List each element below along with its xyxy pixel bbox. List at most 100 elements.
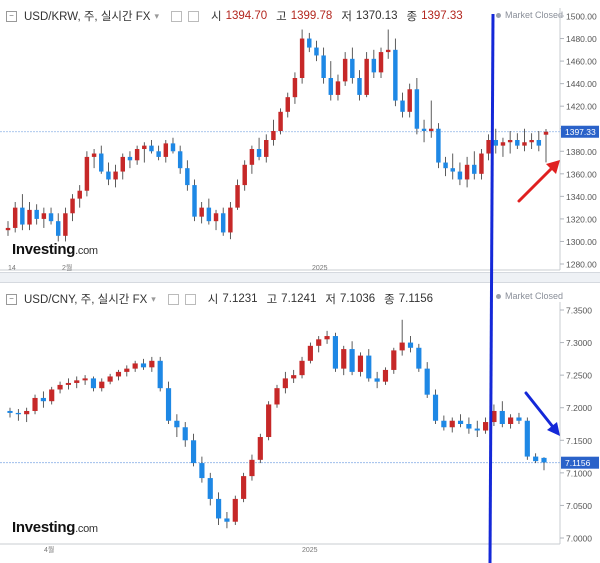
y-tick-label: 1320.00 [566,214,597,224]
candle-body-down [472,164,477,174]
bottom-price-tag-label: 7.1156 [565,458,591,468]
panel-divider[interactable] [0,272,600,283]
candle-body-down [515,140,520,146]
candle-body-down [541,457,547,463]
x-tick-label: 14 [8,265,16,272]
collapse-icon[interactable]: − [6,10,17,22]
candle-body-down [450,168,455,172]
y-tick-label: 1340.00 [566,192,597,202]
candle-body-down [220,213,226,233]
candle-body-up [91,153,97,157]
candle-body-up [142,145,147,150]
candle-body-up [74,380,80,383]
usdcny-header: − USD/CNY, 주, 실시간 FX ▾ 시 7.1231 고 7.1241 저… [6,291,438,307]
candle-body-down [533,456,539,462]
chevron-down-icon[interactable]: ▾ [151,293,156,304]
candle-body-down [207,478,213,499]
candle-body-up [63,213,68,236]
usdcny-pair-label: USD/CNY, 주, 실시간 FX [24,294,148,306]
candle-body-down [407,342,414,348]
candle-body-down [524,420,530,457]
candle-body-up [391,350,397,370]
market-status: Market Closed [496,291,563,301]
candle-body-down [474,428,480,431]
open-label: 시 [210,11,222,23]
candle-body-up [449,420,455,428]
candle-body-up [132,363,138,369]
candle-body-down [457,171,463,180]
candle-body-down [165,388,172,421]
bottom-chart-group: 7.3500 7.3000 7.2500 7.2000 7.1500 7.1000 7.05… [0,302,599,554]
close-label: 종 [406,11,418,23]
open-label: 시 [207,294,219,306]
open-value: 7.1231 [222,293,258,305]
candle-body-up [77,190,82,199]
candle-body-up [500,142,506,146]
candle-body-up [99,381,105,389]
candle-body-up [529,140,534,143]
close-icon[interactable] [184,293,196,305]
candle-body-up [464,164,470,180]
high-value: 1399.78 [290,10,333,22]
candle-body-up [543,131,549,135]
x-tick-label: 2025 [302,547,318,554]
candle-body-down [192,185,197,217]
candle-body-down [20,207,25,225]
candle-body-up [5,227,11,231]
candle-body-up [335,81,341,95]
candle-body-down [206,207,212,222]
candle-body-down [140,363,147,368]
candle-body-down [15,412,21,415]
candle-body-up [257,437,263,460]
candle-body-up [271,130,276,140]
candle-body-up [299,38,305,78]
logo-suffix: .com [75,245,98,257]
y-tick-label: 1500.00 [566,12,597,22]
y-tick-label: 7.0000 [566,534,592,544]
settings-icon[interactable] [170,10,182,22]
collapse-icon[interactable]: − [6,293,17,305]
y-tick-label: 1460.00 [566,57,597,67]
investing-logo: Investing.com [12,519,98,536]
candle-body-down [328,78,334,95]
candle-body-up [341,349,347,369]
candle-body-down [34,209,39,219]
candle-body-down [432,394,439,421]
status-dot-icon [496,294,501,300]
candle-body-down [156,151,161,157]
candle-body-up [84,156,90,191]
market-status: Market Closed [496,10,563,20]
candle-body-up [149,360,155,368]
candle-body-down [127,156,133,161]
chevron-down-icon[interactable]: ▾ [154,10,159,21]
candle-body-up [27,209,32,225]
candle-body-down [174,420,180,428]
logo-text: Investing [12,241,76,258]
candle-body-down [48,213,54,222]
y-tick-label: 7.1000 [566,468,592,478]
market-status-text: Market Closed [505,291,564,301]
candle-body-down [443,162,448,169]
top-price-tag-label: 1397.33 [565,127,596,137]
y-tick-label: 7.3500 [566,306,592,316]
candle-body-up [282,378,288,389]
usdcny-chart-panel: − USD/CNY, 주, 실시간 FX ▾ 시 7.1231 고 7.1241 저… [0,283,600,563]
candle-body-up [483,422,489,431]
candle-body-up [49,389,55,402]
y-tick-label: 1440.00 [566,79,597,89]
candle-body-up [507,140,513,143]
y-tick-label: 1380.00 [566,147,597,157]
candle-body-down [314,47,319,56]
candle-body-down [457,420,464,424]
candle-body-up [292,78,298,98]
close-icon[interactable] [187,10,199,22]
candle-body-up [124,368,130,372]
logo-text: Investing [12,519,76,536]
candle-body-down [421,128,427,131]
y-tick-label: 7.3000 [566,338,592,348]
usdkrw-header: − USD/KRW, 주, 실시간 FX ▾ 시 1394.70 고 1399.78… [6,8,468,24]
candle-body-up [249,149,255,165]
candle-body-up [107,376,113,382]
candle-body-down [393,49,398,101]
settings-icon[interactable] [167,293,179,305]
